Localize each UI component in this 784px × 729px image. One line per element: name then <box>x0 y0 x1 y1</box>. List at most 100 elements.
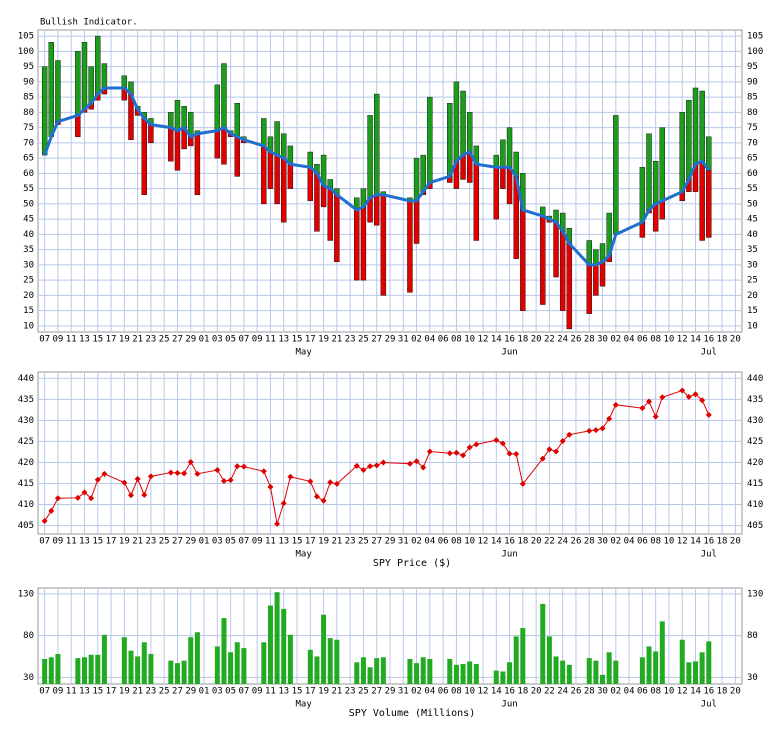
price-point <box>646 398 653 405</box>
volume-bar <box>42 658 48 684</box>
x-tick-label: 05 <box>225 537 236 547</box>
volume-bar <box>121 637 127 684</box>
x-tick-label: 15 <box>92 537 103 547</box>
x-tick-label: 02 <box>411 537 422 547</box>
x-tick-label: 02 <box>610 335 621 345</box>
x-tick-label: 12 <box>478 335 489 345</box>
x-tick-label: 18 <box>517 687 528 697</box>
x-tick-label: 02 <box>610 537 621 547</box>
x-tick-label: 20 <box>531 335 542 345</box>
volume-bar <box>613 660 619 684</box>
price-point <box>612 401 619 408</box>
price-point <box>692 391 699 398</box>
volume-bar <box>374 658 380 684</box>
x-tick-label: 10 <box>664 335 675 345</box>
volume-bar <box>327 638 333 684</box>
y-tick-label: 100 <box>18 47 34 57</box>
volume-bar <box>81 657 87 684</box>
y-tick-label-right: 50 <box>747 199 758 209</box>
chart-title: SPY Price ($) <box>373 558 451 569</box>
x-tick-label: 12 <box>677 687 688 697</box>
up-bar <box>692 87 699 165</box>
y-tick-label-right: 10 <box>747 321 758 331</box>
x-tick-label: 06 <box>637 537 648 547</box>
price-point <box>413 458 420 465</box>
price-point <box>380 459 387 466</box>
volume-bar <box>101 634 107 684</box>
volume-bar <box>493 670 499 684</box>
price-point <box>333 480 340 487</box>
price-point <box>167 469 174 476</box>
price-point <box>313 493 320 500</box>
down-bar <box>320 185 327 208</box>
up-bar <box>493 154 499 168</box>
y-tick-label: 105 <box>18 32 34 42</box>
x-tick-label: 01 <box>199 335 210 345</box>
volume-bar <box>188 637 194 684</box>
x-tick-label: 12 <box>478 537 489 547</box>
price-point <box>559 438 566 445</box>
y-tick-label: 45 <box>23 215 34 225</box>
volume-bar <box>148 653 154 684</box>
volume-bar <box>653 651 659 684</box>
volume-bar <box>141 642 147 684</box>
price-point <box>320 497 327 504</box>
y-tick-label-right: 410 <box>747 500 763 510</box>
up-bar <box>221 63 227 128</box>
y-tick-label-right: 55 <box>747 184 758 194</box>
down-bar <box>148 124 154 144</box>
x-tick-label: 13 <box>79 687 90 697</box>
x-tick-label: 07 <box>39 687 50 697</box>
price-point <box>101 470 108 477</box>
volume-bar <box>606 652 612 684</box>
price-point <box>94 476 101 483</box>
month-label: Jul <box>701 700 717 710</box>
x-tick-label: 08 <box>650 537 661 547</box>
price-point <box>453 449 460 456</box>
up-bar <box>427 96 433 183</box>
y-tick-label-right: 30 <box>747 260 758 270</box>
price-point <box>699 397 706 404</box>
price-point <box>194 470 201 477</box>
volume-bar <box>407 658 413 684</box>
x-tick-label: 24 <box>557 537 568 547</box>
volume-bar <box>520 628 526 684</box>
down-bar <box>460 154 466 180</box>
volume-bar <box>420 657 426 684</box>
down-bar <box>699 160 705 241</box>
month-label: May <box>296 550 313 560</box>
volume-bar <box>513 636 519 684</box>
up-bar <box>679 112 685 192</box>
volume-bar <box>314 656 320 684</box>
x-tick-label: 25 <box>358 687 369 697</box>
volume-bar <box>560 660 566 684</box>
x-tick-label: 25 <box>358 537 369 547</box>
volume-bar <box>600 674 606 684</box>
price-point <box>181 470 188 477</box>
down-bar <box>214 130 221 159</box>
price-point <box>134 475 141 482</box>
x-tick-label: 18 <box>517 335 528 345</box>
up-bar <box>506 127 513 168</box>
x-tick-label: 26 <box>571 687 582 697</box>
x-tick-label: 02 <box>411 335 422 345</box>
volume-bar <box>261 642 267 684</box>
x-tick-label: 11 <box>66 537 77 547</box>
down-bar <box>261 145 267 205</box>
y-tick-label-right: 65 <box>747 154 758 164</box>
up-bar <box>261 118 267 147</box>
y-tick-label-right: 70 <box>747 138 758 148</box>
up-bar <box>453 81 460 162</box>
x-tick-label: 17 <box>305 687 316 697</box>
down-bar <box>141 118 147 195</box>
volume-bar <box>267 605 273 684</box>
x-tick-label: 17 <box>106 335 117 345</box>
x-tick-label: 08 <box>451 687 462 697</box>
price-point <box>685 393 692 400</box>
x-tick-label: 18 <box>717 537 728 547</box>
x-tick-label: 15 <box>292 335 303 345</box>
x-tick-label: 29 <box>185 537 196 547</box>
y-tick-label: 80 <box>23 108 34 118</box>
price-point <box>267 483 274 490</box>
